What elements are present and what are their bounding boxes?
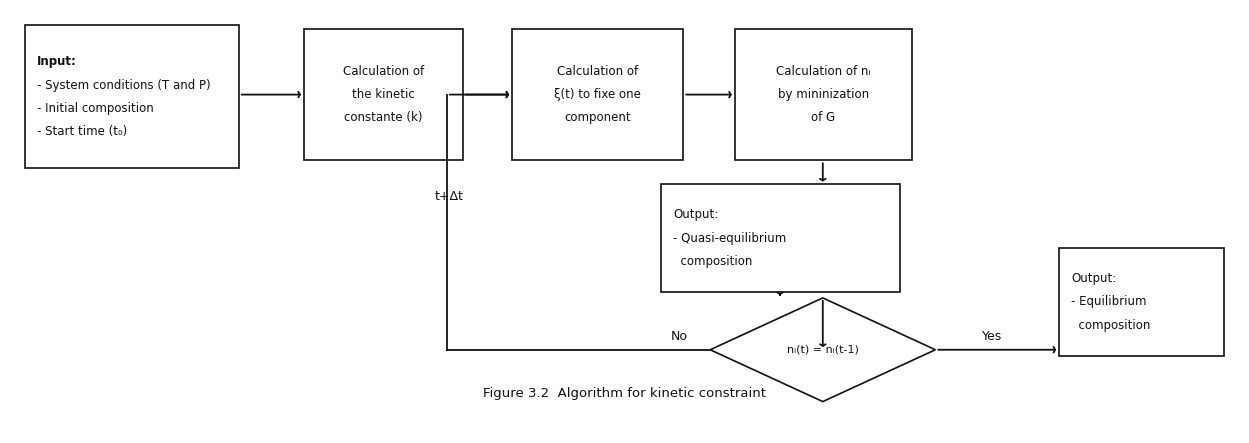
Text: - Initial composition: - Initial composition: [37, 101, 154, 115]
Text: composition: composition: [673, 255, 753, 268]
Text: component: component: [565, 111, 631, 124]
Text: - System conditions (T and P): - System conditions (T and P): [37, 78, 211, 92]
Text: - Start time (t₀): - Start time (t₀): [37, 125, 127, 138]
Bar: [25, 25, 239, 168]
Bar: [512, 29, 683, 160]
Text: Calculation of: Calculation of: [342, 65, 423, 78]
Text: of G: of G: [812, 111, 836, 124]
Text: - Quasi-equilibrium: - Quasi-equilibrium: [673, 232, 787, 245]
Text: Calculation of: Calculation of: [557, 65, 638, 78]
Text: t+Δt: t+Δt: [435, 190, 463, 203]
Bar: [661, 184, 899, 292]
Text: Figure 3.2  Algorithm for kinetic constraint: Figure 3.2 Algorithm for kinetic constra…: [483, 387, 766, 400]
Text: by mininization: by mininization: [778, 88, 869, 101]
Bar: [734, 29, 912, 160]
Text: constante (k): constante (k): [345, 111, 422, 124]
Text: composition: composition: [1072, 319, 1150, 331]
Text: Calculation of nᵢ: Calculation of nᵢ: [776, 65, 871, 78]
Text: No: No: [671, 330, 688, 343]
Text: - Equilibrium: - Equilibrium: [1072, 295, 1147, 308]
Bar: [1059, 248, 1224, 356]
Polygon shape: [711, 298, 936, 402]
Text: Input:: Input:: [37, 55, 77, 68]
Text: ξ(t) to fixe one: ξ(t) to fixe one: [555, 88, 641, 101]
Text: the kinetic: the kinetic: [352, 88, 415, 101]
Text: Output:: Output:: [1072, 272, 1117, 285]
Text: nᵢ(t) = nᵢ(t-1): nᵢ(t) = nᵢ(t-1): [787, 345, 859, 355]
Text: Yes: Yes: [982, 330, 1002, 343]
Text: Output:: Output:: [673, 209, 718, 222]
Bar: [304, 29, 463, 160]
